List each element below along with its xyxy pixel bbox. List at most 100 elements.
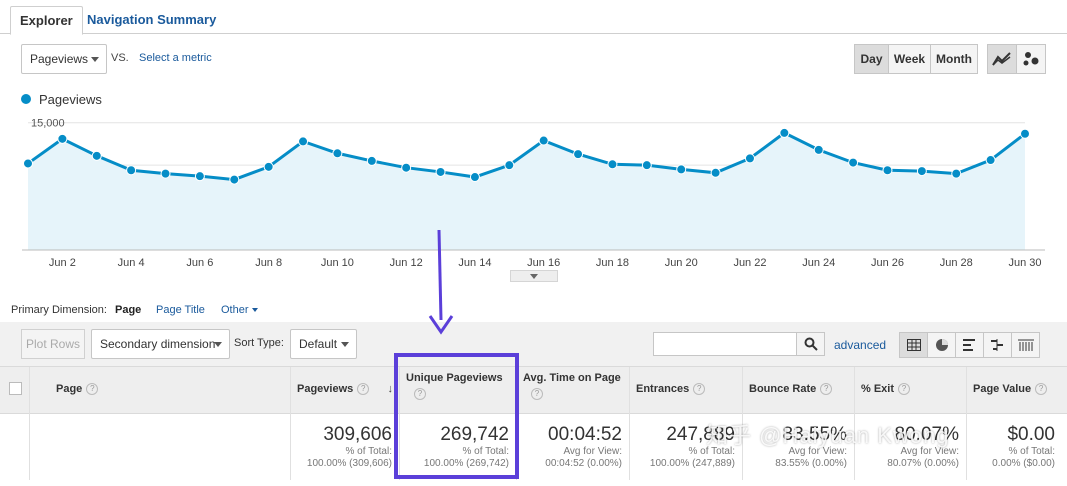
x-tick-label: Jun 4: [118, 257, 145, 269]
data-point: [504, 160, 515, 171]
total-detail: 80.07% (0.00%): [887, 458, 959, 469]
x-tick-label: Jun 16: [527, 257, 560, 269]
data-point: [985, 155, 996, 166]
data-point: [160, 168, 171, 179]
motion-chart-button[interactable]: [1016, 44, 1046, 74]
header-pageviews[interactable]: Pageviews? ↓: [291, 367, 400, 415]
dimension-page-title[interactable]: Page Title: [156, 304, 205, 316]
watermark: 知乎 @Haiyuan Kwong: [706, 423, 950, 448]
total-unique-pageviews: 269,742 % of Total: 100.00% (269,742): [400, 414, 517, 480]
sort-descending-icon: ↓: [387, 383, 394, 395]
total-value: 247,889: [666, 424, 735, 445]
header-entrances[interactable]: Entrances?: [630, 367, 743, 415]
table-header: Page? Pageviews? ↓ Unique Pageviews ? Av…: [0, 366, 1067, 415]
help-icon[interactable]: ?: [820, 383, 833, 396]
x-tick-label: Jun 2: [49, 257, 76, 269]
data-point: [57, 133, 68, 144]
period-month-button[interactable]: Month: [930, 44, 978, 74]
header-exit-label: % Exit: [861, 383, 895, 395]
total-bounce-rate: 83.55% Avg for View: 83.55% (0.00%): [743, 414, 855, 480]
header-avg-time-label: Avg. Time on Page: [523, 372, 621, 384]
data-point: [23, 158, 33, 169]
search-icon: [804, 337, 818, 351]
help-icon[interactable]: ?: [357, 383, 370, 396]
select-all-checkbox[interactable]: [9, 382, 22, 395]
bar-list-icon: [963, 339, 975, 351]
help-icon[interactable]: ?: [86, 383, 99, 396]
performance-view-button[interactable]: [956, 333, 984, 357]
help-icon[interactable]: ?: [693, 383, 706, 396]
data-point: [882, 165, 893, 176]
plot-rows-button[interactable]: Plot Rows: [21, 329, 85, 359]
help-icon[interactable]: ?: [414, 388, 426, 400]
advanced-link[interactable]: advanced: [834, 338, 887, 352]
period-week-button[interactable]: Week: [888, 44, 931, 74]
total-caption: % of Total:: [688, 446, 735, 457]
header-exit[interactable]: % Exit?: [855, 367, 967, 415]
select-all-cell: [0, 367, 30, 415]
chevron-down-icon: [214, 342, 222, 347]
total-caption: % of Total:: [345, 446, 392, 457]
tab-navigation-summary[interactable]: Navigation Summary: [87, 12, 217, 27]
bubbles-icon: [1023, 52, 1039, 66]
select-metric-link[interactable]: Select a metric: [139, 52, 212, 64]
data-point: [744, 153, 755, 164]
total-detail: 100.00% (309,606): [306, 458, 392, 469]
chart-collapse-handle[interactable]: [510, 270, 558, 282]
sort-type-value: Default: [299, 337, 338, 351]
legend-label: Pageviews: [39, 92, 102, 107]
table-view-toggles: [899, 332, 1040, 358]
dimension-other[interactable]: Other: [221, 304, 258, 316]
data-view-button[interactable]: [900, 333, 928, 357]
dimension-page[interactable]: Page: [115, 304, 142, 316]
secondary-dimension-label: Secondary dimension: [100, 337, 216, 351]
secondary-dimension-select[interactable]: Secondary dimension: [91, 329, 230, 359]
chevron-down-icon: [341, 342, 349, 347]
total-value: 80.07%: [894, 424, 959, 445]
data-point: [538, 135, 549, 146]
chevron-down-icon: [530, 274, 538, 279]
sort-type-select[interactable]: Default: [290, 329, 357, 359]
total-caption: Avg for View:: [788, 446, 847, 457]
comparison-icon: [991, 339, 1003, 351]
help-icon[interactable]: ?: [898, 383, 911, 396]
line-chart-button[interactable]: [987, 44, 1017, 74]
header-avg-time-on-page[interactable]: Avg. Time on Page ?: [517, 367, 630, 415]
pie-view-button[interactable]: [928, 333, 956, 357]
data-point: [813, 144, 824, 155]
help-icon[interactable]: ?: [1035, 383, 1048, 396]
total-caption: % of Total:: [462, 446, 509, 457]
x-tick-label: Jun 14: [458, 257, 491, 269]
line-chart-icon: [992, 52, 1011, 66]
x-tick-label: Jun 12: [390, 257, 423, 269]
pivot-icon: [1018, 339, 1034, 351]
header-page[interactable]: Page?: [30, 367, 291, 415]
x-tick-label: Jun 28: [940, 257, 973, 269]
total-value: 00:04:52: [548, 424, 622, 445]
help-icon[interactable]: ?: [531, 388, 543, 400]
metric-select[interactable]: Pageviews: [21, 44, 107, 74]
total-value: $0.00: [1007, 424, 1055, 445]
data-point: [366, 155, 377, 166]
search-button[interactable]: [796, 332, 825, 356]
total-detail: 83.55% (0.00%): [775, 458, 847, 469]
x-tick-label: Jun 18: [596, 257, 629, 269]
data-point: [263, 161, 274, 172]
header-unique-pageviews[interactable]: Unique Pageviews ?: [400, 367, 517, 415]
period-day-button[interactable]: Day: [854, 44, 889, 74]
tab-explorer[interactable]: Explorer: [10, 6, 83, 35]
table-search-input[interactable]: [653, 332, 797, 356]
total-detail: 100.00% (247,889): [649, 458, 735, 469]
header-page-value[interactable]: Page Value?: [967, 367, 1067, 415]
total-value: 269,742: [440, 424, 509, 445]
pivot-view-button[interactable]: [1012, 333, 1040, 357]
header-bounce-rate[interactable]: Bounce Rate?: [743, 367, 855, 415]
x-tick-label: Jun 24: [802, 257, 835, 269]
data-point: [1020, 128, 1030, 139]
total-caption: % of Total:: [1008, 446, 1055, 457]
header-bounce-rate-label: Bounce Rate: [749, 383, 817, 395]
data-point: [710, 167, 721, 178]
comparison-view-button[interactable]: [984, 333, 1012, 357]
primary-dimension-label: Primary Dimension:: [11, 304, 107, 316]
